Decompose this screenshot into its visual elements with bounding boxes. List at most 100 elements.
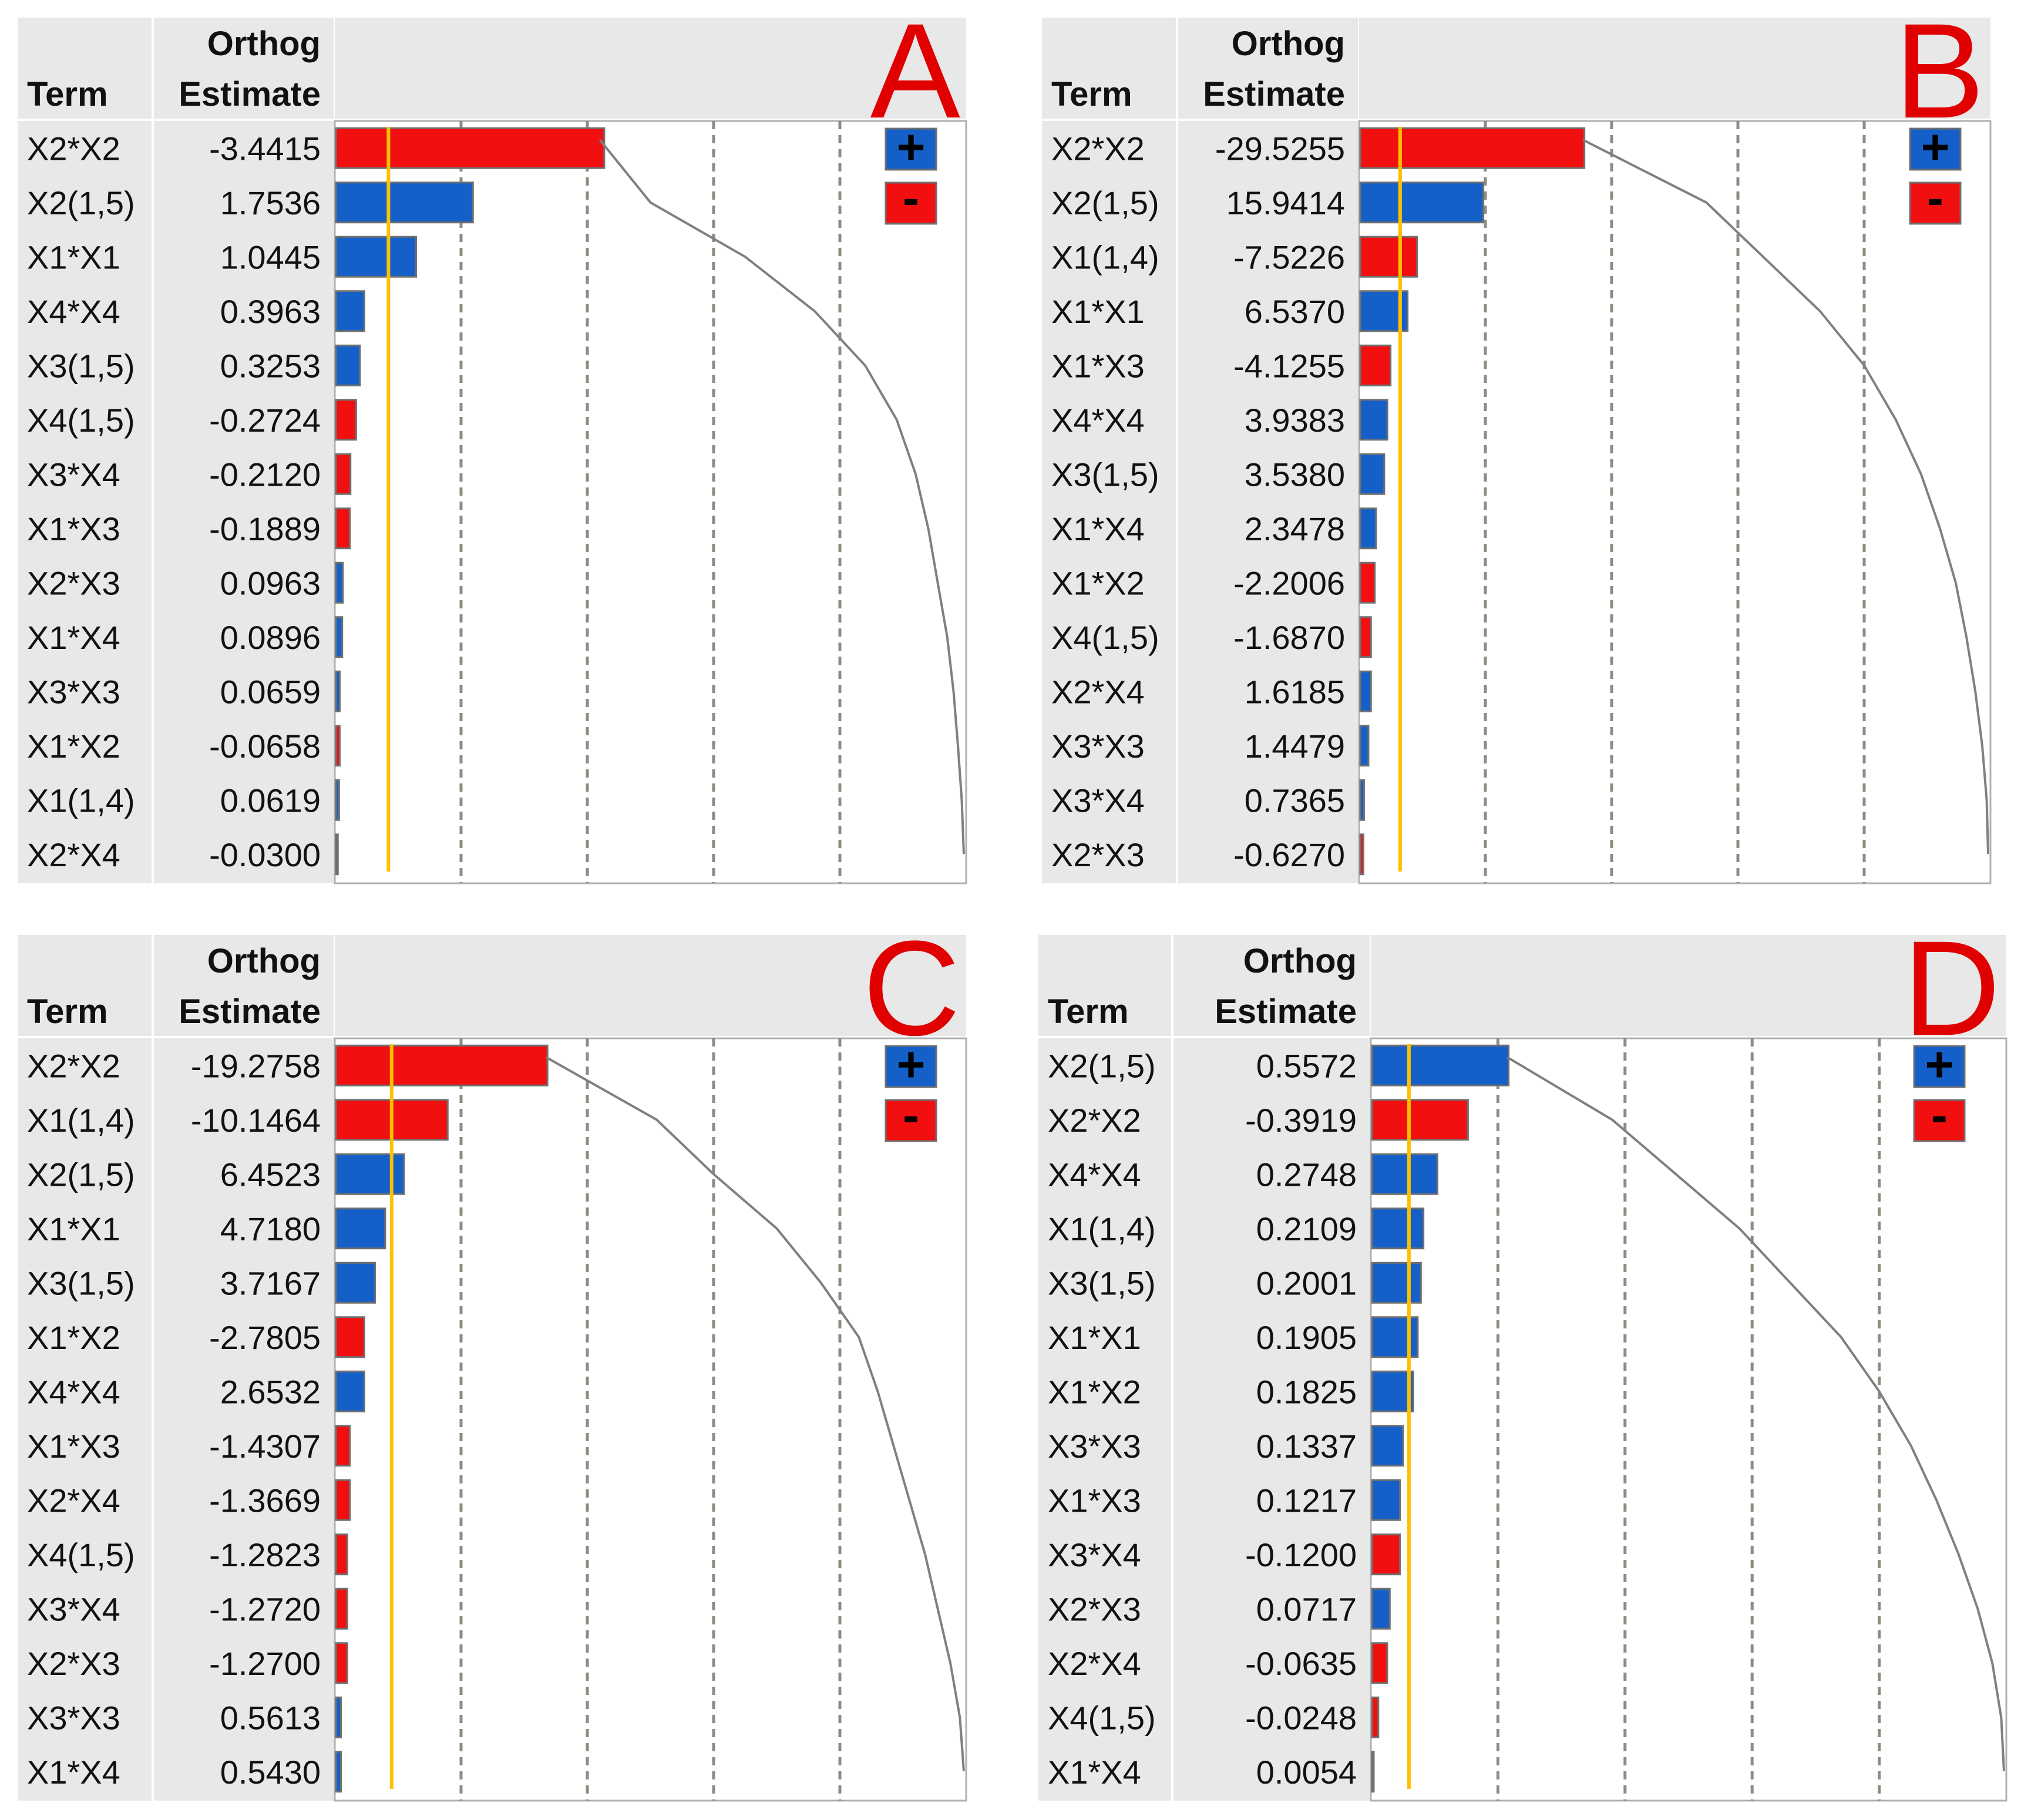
estimate-value: 0.5613	[220, 1699, 321, 1736]
estimate-value: 15.9414	[1226, 184, 1345, 221]
estimate-bar	[335, 1533, 348, 1576]
plus-icon: +	[1913, 1037, 1966, 1092]
table-header	[18, 935, 966, 1036]
estimate-bar	[1371, 1153, 1438, 1195]
term-label: X4*X4	[27, 293, 120, 330]
estimate-value: -1.3669	[209, 1482, 321, 1519]
term-label: X2(1,5)	[1051, 184, 1159, 221]
estimate-column	[154, 121, 334, 883]
header-estimate-label: Estimate	[179, 75, 321, 113]
term-label: X2*X4	[27, 836, 120, 873]
estimate-value: -2.2006	[1233, 564, 1345, 601]
term-column	[18, 1038, 152, 1801]
estimate-value: 1.4479	[1245, 728, 1345, 765]
plot-area	[1370, 1037, 2007, 1802]
estimate-value: 6.5370	[1245, 293, 1345, 330]
estimate-value: 0.1217	[1256, 1482, 1357, 1519]
term-label: X3*X4	[27, 1590, 120, 1627]
estimate-bar	[1371, 1261, 1422, 1304]
term-label: X1*X1	[27, 238, 120, 275]
estimate-bar	[335, 453, 352, 495]
term-label: X3*X3	[27, 1699, 120, 1736]
legend-positive-label: +	[1925, 1037, 1953, 1092]
term-label: X2*X2	[27, 1047, 120, 1084]
term-label: X3*X4	[1051, 782, 1145, 819]
estimate-bar	[1371, 1642, 1388, 1684]
estimate-bar	[1359, 616, 1372, 658]
estimate-bar	[335, 1425, 351, 1467]
estimate-value: 0.1337	[1256, 1428, 1357, 1465]
estimate-bar	[1359, 670, 1372, 712]
cumulative-curve	[598, 139, 965, 855]
header-orthog-label: Orthog	[1243, 942, 1357, 980]
estimate-value: 6.4523	[220, 1156, 321, 1193]
estimate-bar	[335, 1153, 405, 1195]
estimate-value: 3.9383	[1245, 402, 1345, 439]
term-label: X3(1,5)	[27, 1264, 135, 1301]
term-label: X4(1,5)	[1051, 619, 1159, 656]
term-label: X1*X4	[27, 619, 120, 656]
estimate-value: 0.3963	[220, 293, 321, 330]
term-label: X1(1,4)	[1051, 238, 1159, 275]
plot-area	[334, 120, 967, 884]
term-label: X1*X4	[1048, 1754, 1141, 1791]
term-label: X1*X4	[27, 1754, 120, 1791]
estimate-value: 1.7536	[220, 184, 321, 221]
estimate-bar	[1371, 1479, 1401, 1521]
legend-negative-label: -	[1927, 170, 1943, 226]
estimate-bar	[1359, 181, 1485, 224]
estimate-value: -0.2120	[209, 456, 321, 493]
estimate-bar	[335, 181, 474, 224]
estimate-bar	[335, 1316, 365, 1358]
header-orthog-label: Orthog	[207, 25, 321, 63]
term-label: X2*X3	[1048, 1590, 1141, 1627]
estimate-bar	[335, 507, 351, 550]
term-label: X1(1,4)	[27, 782, 135, 819]
estimate-value: -0.2724	[209, 402, 321, 439]
legend-negative-label: -	[1931, 1088, 1948, 1143]
estimate-bar	[1371, 1533, 1401, 1576]
estimate-bar	[335, 1261, 376, 1304]
term-label: X3*X3	[27, 673, 120, 710]
estimate-bar	[335, 616, 344, 658]
estimate-value: -19.2758	[191, 1047, 321, 1084]
estimate-bar	[1371, 1751, 1375, 1793]
header-term-label: Term	[27, 993, 108, 1031]
estimate-value: -1.6870	[1233, 619, 1345, 656]
estimate-value: 1.0445	[220, 238, 321, 275]
header-estimate-label: Estimate	[1203, 75, 1345, 113]
term-label: X4(1,5)	[27, 1536, 135, 1573]
header-orthog-label: Orthog	[207, 942, 321, 980]
estimate-value: -0.3919	[1245, 1102, 1357, 1139]
term-label: X1*X3	[1051, 347, 1145, 384]
term-label: X2(1,5)	[27, 1156, 135, 1193]
estimate-bar	[335, 725, 341, 767]
estimate-value: 0.3253	[220, 347, 321, 384]
minus-icon: -	[1909, 170, 1962, 226]
term-label: X4*X4	[1048, 1156, 1141, 1193]
estimate-value: -7.5226	[1233, 238, 1345, 275]
estimate-bar	[1371, 1370, 1414, 1412]
estimate-value: 0.1905	[1256, 1319, 1357, 1356]
term-label: X2*X4	[1048, 1645, 1141, 1682]
estimate-column	[154, 1038, 334, 1801]
estimate-value: 2.6532	[220, 1373, 321, 1410]
estimate-value: 0.2109	[1256, 1210, 1357, 1247]
estimate-value: -4.1255	[1233, 347, 1345, 384]
plus-icon: +	[1909, 119, 1962, 174]
term-label: X1(1,4)	[1048, 1210, 1156, 1247]
term-column	[1038, 1038, 1171, 1801]
term-label: X3(1,5)	[27, 347, 135, 384]
term-label: X3*X3	[1051, 728, 1145, 765]
estimate-bar	[335, 399, 357, 441]
estimate-value: -10.1464	[191, 1102, 321, 1139]
estimate-value: 3.7167	[220, 1264, 321, 1301]
header-term-label: Term	[27, 75, 108, 113]
estimate-value: -3.4415	[209, 130, 321, 167]
estimate-bar	[1359, 399, 1388, 441]
